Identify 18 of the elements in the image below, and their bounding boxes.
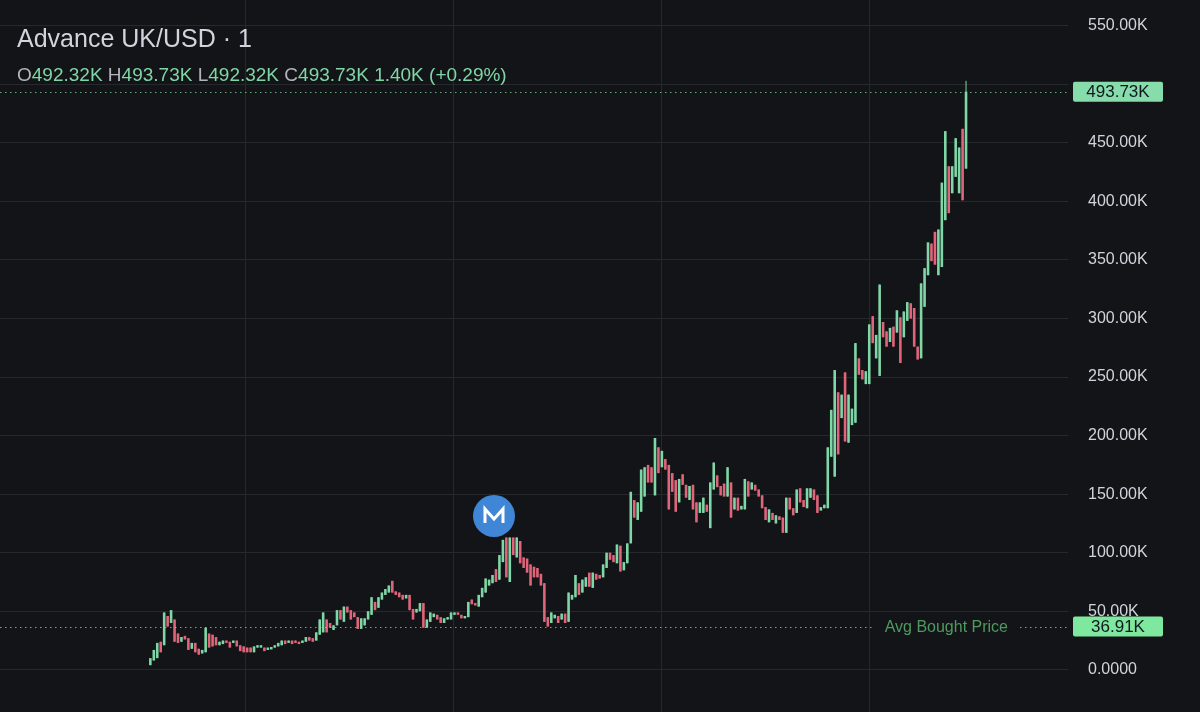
- y-tick-label: 350.00K: [1088, 250, 1148, 268]
- y-tick-label: 100.00K: [1088, 543, 1148, 561]
- y-tick-label: 250.00K: [1088, 367, 1148, 385]
- y-tick-label: 300.00K: [1088, 308, 1148, 326]
- y-tick-label: 550.00K: [1088, 16, 1148, 34]
- candlestick: [173, 618, 176, 643]
- ref-line-label: 493.73K: [1086, 82, 1151, 102]
- y-tick-label: 200.00K: [1088, 426, 1148, 444]
- candlestick: [529, 563, 532, 587]
- ref-line-label: 36.91K: [1091, 617, 1146, 637]
- text: Advance UK/USD · 1: [17, 24, 252, 53]
- y-tick-label: 400.00K: [1088, 191, 1148, 209]
- annotation: Avg Bought Price: [884, 618, 1009, 636]
- text: O492.32K H493.73K L492.32K C493.73K 1.40K (+0.29%): [17, 64, 507, 85]
- y-tick-label: 450.00K: [1088, 133, 1148, 151]
- y-tick-label: 0.0000: [1088, 660, 1138, 678]
- y-tick-label: 150.00K: [1088, 484, 1148, 502]
- y-tick-label: 50.00K: [1088, 601, 1140, 619]
